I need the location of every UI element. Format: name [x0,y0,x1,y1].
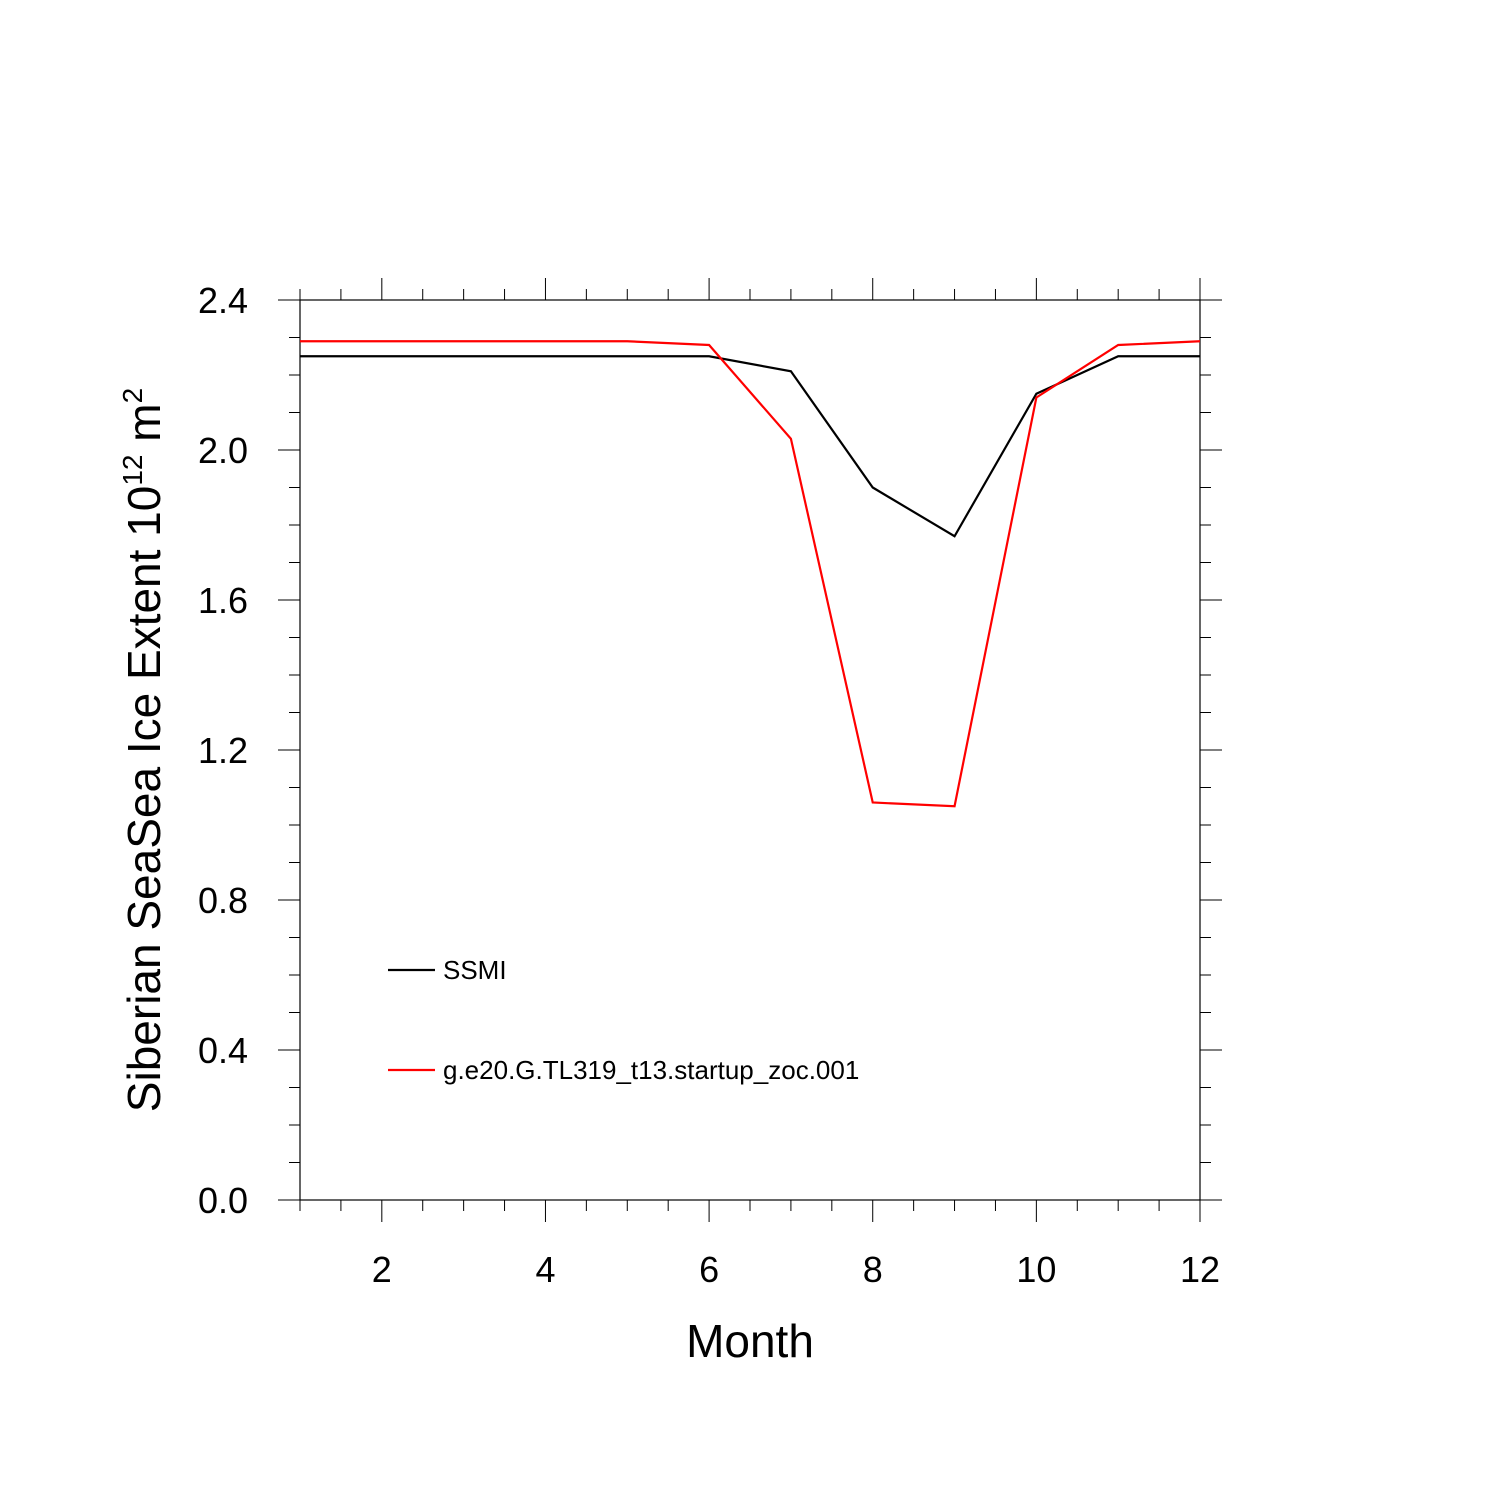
x-tick-label: 4 [535,1249,555,1290]
series-lines [300,340,1201,808]
series-line-2 [300,340,1201,808]
y-axis-label: Siberian SeaSea Ice Extent 1012 m2 [117,388,170,1112]
x-tick-label: 8 [863,1249,883,1290]
x-tick-label: 6 [699,1249,719,1290]
y-tick-label: 0.0 [198,1180,248,1221]
legend: SSMI g.e20.G.TL319_t13.startup_zoc.001 [388,955,859,1085]
axis-ticks [278,278,1222,1222]
legend-label-2: g.e20.G.TL319_t13.startup_zoc.001 [443,1055,859,1085]
legend-label-1: SSMI [443,955,507,985]
y-axis-label-unit: m [118,403,170,454]
y-axis-label-exponent: 12 [117,455,148,486]
series-line-1 [300,355,1200,538]
y-tick-label: 2.0 [198,430,248,471]
x-tick-label: 10 [1016,1249,1056,1290]
axis-tick-labels: 2 4 6 8 10 12 0.0 0.4 0.8 1.2 1.6 2.0 2.4 [198,280,1220,1290]
x-tick-label: 2 [372,1249,392,1290]
y-tick-label: 0.8 [198,880,248,921]
x-tick-label: 12 [1180,1249,1220,1290]
y-axis-label-base: Siberian SeaSea Ice Extent 10 [118,486,170,1113]
y-tick-label: 1.6 [198,580,248,621]
y-tick-label: 1.2 [198,730,248,771]
y-tick-label: 2.4 [198,280,248,321]
y-tick-label: 0.4 [198,1030,248,1071]
y-axis-label-unit-exponent: 2 [117,388,148,404]
x-axis-label: Month [686,1315,814,1367]
